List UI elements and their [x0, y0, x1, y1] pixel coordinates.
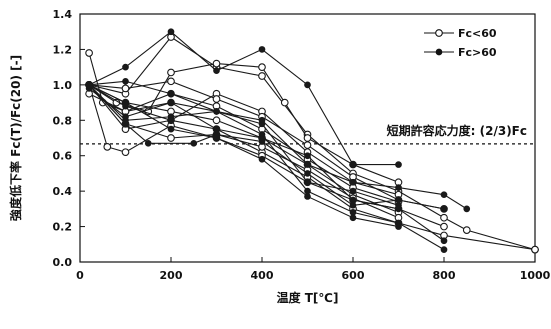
data-point [212, 59, 221, 68]
data-point [303, 141, 312, 149]
data-point [167, 116, 175, 124]
data-point [103, 143, 112, 151]
data-point [122, 116, 129, 124]
data-point [304, 161, 311, 168]
data-point [395, 161, 402, 168]
data-point [122, 77, 129, 85]
data-point [440, 213, 448, 222]
data-point [167, 77, 175, 86]
y-tick-label: 1.2 [53, 43, 73, 56]
data-point [349, 209, 357, 216]
y-tick-label: 0.0 [53, 256, 73, 269]
series-line [88, 84, 399, 228]
data-point [349, 178, 357, 186]
data-point [349, 214, 357, 222]
series-line [88, 31, 399, 166]
data-point [258, 63, 266, 71]
data-point [85, 49, 93, 57]
data-point [167, 99, 175, 106]
data-point [167, 125, 175, 133]
data-point [440, 237, 448, 245]
data-point [212, 95, 221, 103]
data-point [144, 139, 152, 147]
data-point [462, 226, 471, 234]
data-point [304, 178, 311, 186]
data-point [304, 152, 311, 160]
data-point [440, 222, 448, 231]
data-point [121, 148, 130, 157]
series-line [88, 84, 445, 210]
data-point [85, 81, 93, 89]
data-point [122, 63, 129, 71]
plot-frame [79, 13, 536, 263]
y-tick-label: 0.6 [53, 150, 73, 163]
legend-label: Fc>60 [458, 46, 497, 59]
x-tick-label: 800 [433, 269, 456, 282]
data-point [463, 205, 471, 213]
data-point [121, 84, 130, 93]
data-point [258, 155, 266, 163]
plot-area: 0 200 400 600 800 1000 0.0 0.2 0.4 0.6 0.8 1.0 1.2 1.… [8, 8, 551, 305]
y-axis-label: 強度低下率 Fc(T)/Fc(20) [-] [8, 55, 23, 221]
legend-marker [435, 29, 443, 37]
data-point [395, 205, 402, 213]
reference-line-label: 短期許容応力度: (2/3)Fc [387, 123, 527, 138]
data-point [213, 67, 220, 75]
data-point [304, 193, 311, 200]
data-point [349, 201, 357, 209]
x-tick-label: 200 [160, 269, 183, 282]
data-point [213, 134, 220, 142]
series-line [88, 84, 399, 196]
data-point [349, 187, 357, 195]
data-point [531, 245, 539, 254]
y-tick-label: 0.4 [53, 185, 73, 198]
legend-label: Fc<60 [458, 27, 497, 40]
data-point [440, 246, 448, 253]
data-point [349, 161, 357, 168]
data-point [304, 187, 311, 195]
data-point [440, 191, 448, 199]
x-axis-label: 温度 T[℃] [277, 290, 339, 305]
data-point [304, 170, 311, 177]
y-tick-label: 1.0 [53, 79, 73, 92]
data-point [122, 102, 129, 110]
x-tick-label: 400 [251, 269, 274, 282]
data-point [280, 98, 289, 107]
data-point [212, 116, 221, 125]
data-point [258, 46, 266, 53]
data-point [167, 134, 175, 142]
data-point [213, 108, 220, 115]
data-point [303, 134, 312, 142]
series-line [88, 84, 468, 210]
data-point [349, 196, 357, 204]
data-point [167, 28, 175, 36]
data-point [190, 139, 198, 147]
data-point [213, 125, 220, 133]
series-line [88, 52, 536, 251]
data-point [258, 72, 266, 80]
data-point [304, 81, 311, 89]
data-point [167, 90, 175, 98]
series-line [88, 84, 399, 219]
data-point [167, 68, 175, 77]
data-point [440, 205, 448, 213]
data-point [395, 223, 402, 230]
x-tick-label: 0 [76, 269, 84, 282]
y-tick-label: 0.2 [53, 221, 73, 234]
y-tick-label: 0.8 [53, 114, 73, 127]
data-point [395, 196, 402, 204]
x-tick-label: 600 [342, 269, 365, 282]
x-tick-label: 1000 [520, 269, 551, 282]
data-point [258, 120, 266, 128]
data-point [395, 184, 402, 191]
y-tick-label: 1.4 [53, 8, 73, 21]
data-point [258, 134, 266, 142]
legend-marker [435, 48, 443, 56]
series-line [89, 80, 399, 206]
